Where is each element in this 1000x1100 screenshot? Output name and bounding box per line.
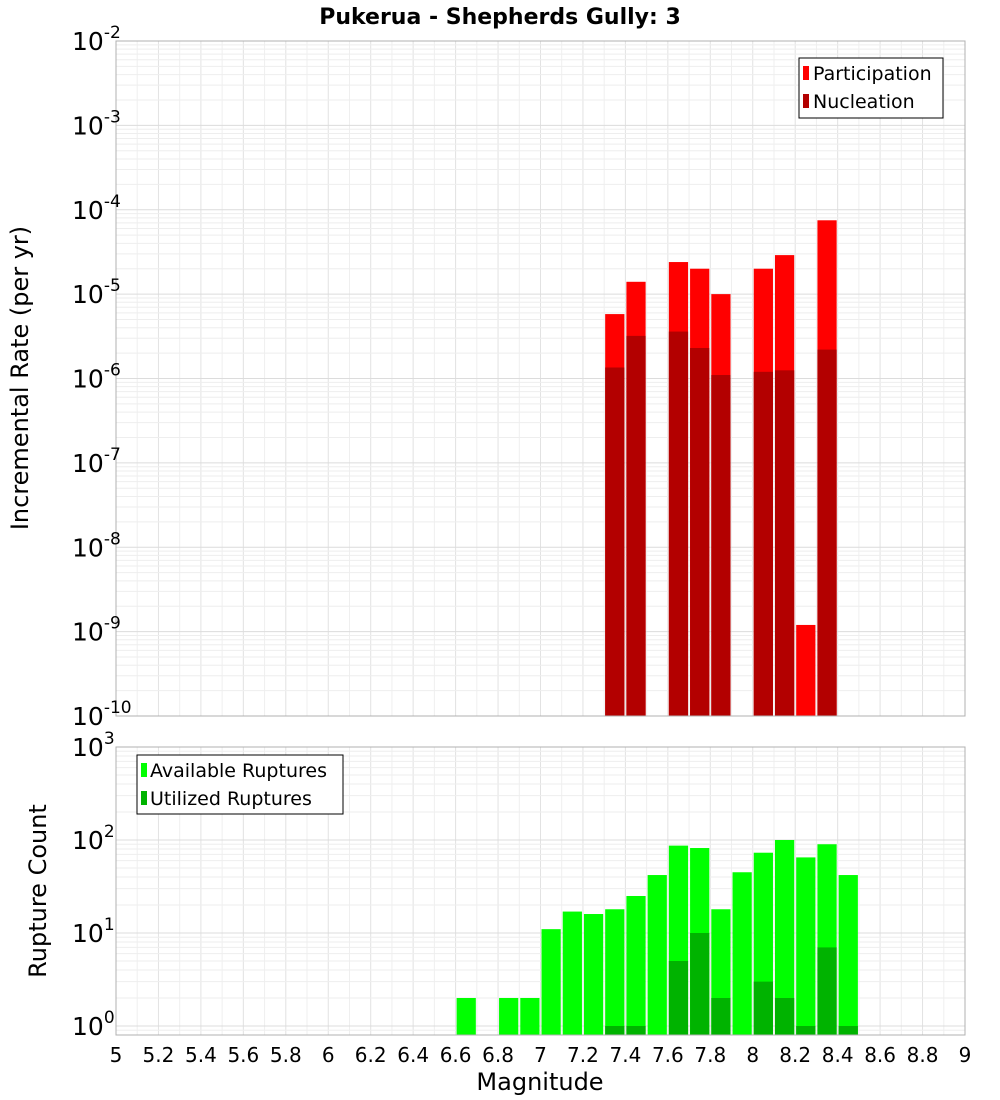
- bottom-bar-utilized-ruptures: [711, 998, 731, 1035]
- top-bar-nucleation: [690, 347, 710, 716]
- x-tick-label: 5.6: [227, 1043, 259, 1067]
- legend-swatch-participation: [803, 66, 809, 80]
- bottom-bar-utilized-ruptures: [668, 960, 689, 1035]
- x-tick-label: 6.4: [397, 1043, 429, 1067]
- x-tick-label: 6.8: [482, 1043, 514, 1067]
- bottom-y-tick-label: 100: [72, 1008, 115, 1041]
- x-tick-label: 6: [322, 1043, 335, 1067]
- bottom-bar-utilized-ruptures: [605, 1026, 625, 1035]
- x-tick-label: 8.8: [907, 1043, 939, 1067]
- x-tick-label: 8: [746, 1043, 759, 1067]
- top-y-tick-label: 10-7: [72, 445, 121, 478]
- bottom-bar-utilized-ruptures: [838, 1026, 858, 1035]
- x-tick-label: 6.6: [440, 1043, 472, 1067]
- bottom-legend: Available Ruptures Utilized Ruptures: [136, 754, 344, 815]
- top-bar-nucleation: [753, 371, 773, 716]
- bottom-y-tick-label: 103: [72, 729, 115, 762]
- top-bars: [605, 220, 837, 717]
- bottom-bar-available-ruptures: [838, 875, 858, 1035]
- bottom-y-tick-label: 102: [72, 822, 115, 855]
- top-bar-nucleation: [774, 370, 795, 716]
- bottom-bar-utilized-ruptures: [690, 933, 710, 1035]
- top-bar-participation: [796, 624, 816, 716]
- x-tick-label: 7.8: [694, 1043, 726, 1067]
- bottom-bar-available-ruptures: [562, 911, 582, 1035]
- bottom-bar-available-ruptures: [499, 998, 519, 1035]
- bottom-plot: 103 102 101 100 5 5.2 5.4 5.6 5.8 6 6.2 6.4 6.6 6.8 7…: [24, 729, 971, 1096]
- top-bar-nucleation: [605, 367, 625, 716]
- bottom-bar-utilized-ruptures: [796, 1026, 816, 1035]
- top-y-ticks: 10-2 10-3 10-4 10-5 10-6 10-7 10-8 10-9 10-10: [72, 23, 132, 731]
- x-tick-label: 7: [534, 1043, 547, 1067]
- x-tick-label: 9: [959, 1043, 972, 1067]
- bottom-bar-utilized-ruptures: [774, 998, 795, 1035]
- top-y-tick-label: 10-5: [72, 276, 121, 309]
- x-tick-label: 8.6: [864, 1043, 896, 1067]
- bottom-bar-available-ruptures: [647, 875, 667, 1035]
- top-bar-nucleation: [626, 335, 646, 716]
- top-bar-nucleation: [817, 349, 837, 716]
- bottom-bar-available-ruptures: [520, 998, 540, 1035]
- bottom-bars: [456, 840, 858, 1035]
- bottom-bar-available-ruptures: [541, 929, 561, 1035]
- x-tick-label: 7.4: [609, 1043, 641, 1067]
- legend-label-participation: Participation: [813, 63, 932, 85]
- x-axis-label: Magnitude: [476, 1068, 603, 1096]
- x-tick-label: 8.4: [822, 1043, 854, 1067]
- top-bar-nucleation: [711, 375, 731, 716]
- top-gridlines: [115, 41, 966, 717]
- top-y-tick-label: 10-3: [72, 107, 121, 140]
- top-bar-nucleation: [668, 331, 689, 716]
- bottom-bar-utilized-ruptures: [753, 981, 773, 1035]
- legend-swatch-utilized: [141, 791, 147, 805]
- top-legend: Participation Nucleation: [798, 57, 944, 119]
- top-y-tick-label: 10-9: [72, 614, 121, 647]
- top-y-tick-label: 10-2: [72, 23, 121, 56]
- top-y-tick-label: 10-10: [72, 698, 132, 731]
- bottom-bar-available-ruptures: [774, 840, 795, 1035]
- bottom-y-axis-label: Rupture Count: [24, 804, 52, 978]
- legend-label-available: Available Ruptures: [150, 760, 327, 782]
- bottom-bar-available-ruptures: [605, 909, 625, 1035]
- bottom-bar-available-ruptures: [796, 857, 816, 1035]
- x-tick-label: 7.6: [652, 1043, 684, 1067]
- top-y-axis-label: Incremental Rate (per yr): [6, 226, 34, 530]
- legend-swatch-nucleation: [803, 94, 809, 108]
- bottom-x-ticks: 5 5.2 5.4 5.6 5.8 6 6.2 6.4 6.6 6.8 7 7.2 7.4 7.6 7.8 8…: [110, 1043, 972, 1067]
- legend-label-nucleation: Nucleation: [813, 91, 915, 113]
- x-tick-label: 5.8: [270, 1043, 302, 1067]
- top-plot: 10-2 10-3 10-4 10-5 10-6 10-7 10-8 10-9 10-10 In…: [6, 23, 966, 731]
- legend-swatch-available: [141, 763, 147, 777]
- x-tick-label: 5.4: [185, 1043, 217, 1067]
- bottom-bar-utilized-ruptures: [626, 1026, 646, 1035]
- bottom-y-tick-label: 101: [72, 915, 115, 948]
- bottom-bar-utilized-ruptures: [817, 947, 837, 1035]
- top-y-tick-label: 10-4: [72, 192, 121, 225]
- x-tick-label: 5: [110, 1043, 123, 1067]
- top-plot-border: [115, 40, 966, 717]
- x-tick-label: 8.2: [779, 1043, 811, 1067]
- top-y-tick-label: 10-8: [72, 529, 121, 562]
- top-y-tick-label: 10-6: [72, 361, 121, 394]
- legend-label-utilized: Utilized Ruptures: [150, 788, 312, 810]
- x-tick-label: 5.2: [143, 1043, 175, 1067]
- x-tick-label: 7.2: [567, 1043, 599, 1067]
- bottom-bar-available-ruptures: [626, 895, 646, 1035]
- bottom-y-ticks: 103 102 101 100: [72, 729, 115, 1041]
- bottom-legend-box: [136, 754, 344, 815]
- top-legend-box: [798, 57, 944, 119]
- x-tick-label: 6.2: [355, 1043, 387, 1067]
- bottom-bar-available-ruptures: [456, 998, 476, 1035]
- bottom-plot-border: [115, 746, 966, 1036]
- bottom-bar-available-ruptures: [583, 914, 604, 1035]
- chart-title: Pukerua - Shepherds Gully: 3: [319, 5, 681, 30]
- bottom-bar-available-ruptures: [732, 872, 752, 1035]
